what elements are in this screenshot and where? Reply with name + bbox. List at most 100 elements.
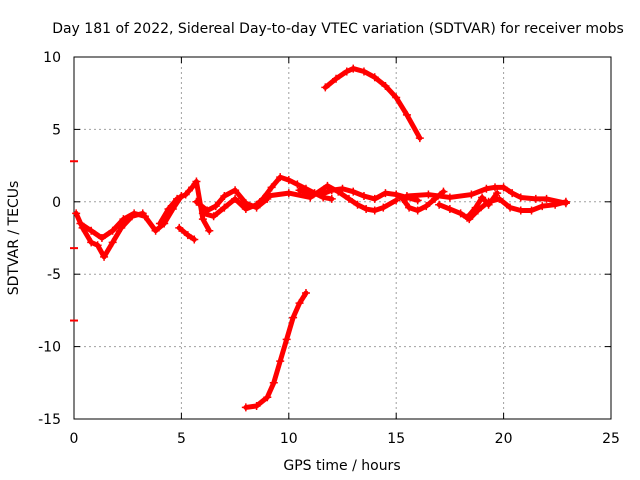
data-point xyxy=(173,194,182,203)
data-point xyxy=(263,393,272,402)
data-point xyxy=(415,134,424,143)
data-point xyxy=(413,206,422,215)
data-point xyxy=(491,183,500,192)
data-point xyxy=(269,378,278,387)
series-arc-center-a xyxy=(263,181,401,215)
data-point xyxy=(192,177,201,186)
series-arc-upper xyxy=(321,64,424,143)
data-point xyxy=(252,401,261,410)
x-tick-label: 20 xyxy=(495,431,513,447)
data-point xyxy=(276,173,285,182)
data-point xyxy=(306,189,315,198)
data-point xyxy=(211,202,220,211)
data-point xyxy=(293,180,302,189)
data-point xyxy=(284,189,293,198)
data-point xyxy=(87,226,96,235)
data-point xyxy=(435,200,444,209)
data-point xyxy=(220,203,229,212)
data-point xyxy=(495,194,504,203)
data-point xyxy=(76,219,85,228)
data-point xyxy=(542,194,551,203)
data-point xyxy=(97,234,106,242)
data-point xyxy=(445,193,454,202)
data-point xyxy=(538,202,547,211)
data-point xyxy=(332,74,341,83)
x-tick-labels: 0 5 10 15 20 25 xyxy=(70,431,620,447)
data-point xyxy=(327,194,336,203)
series-line xyxy=(243,290,309,410)
data-point xyxy=(561,197,570,206)
x-tick-label: 15 xyxy=(387,431,405,447)
data-point xyxy=(183,231,192,240)
data-point xyxy=(241,205,250,214)
data-point xyxy=(370,194,379,203)
data-point xyxy=(422,202,431,211)
data-point xyxy=(181,190,190,199)
data-point xyxy=(342,67,351,76)
data-point xyxy=(359,192,368,201)
data-point xyxy=(499,183,508,192)
data-point xyxy=(93,241,102,250)
data-point xyxy=(295,299,304,308)
data-point xyxy=(506,203,515,212)
data-point xyxy=(445,205,454,214)
data-point xyxy=(482,184,491,193)
y-tick-labels: -15 -10 -5 0 5 10 xyxy=(38,50,61,428)
data-point xyxy=(402,110,411,119)
data-point xyxy=(551,200,560,209)
data-point xyxy=(353,200,362,209)
data-point xyxy=(289,313,298,322)
data-point xyxy=(276,357,285,366)
y-tick-label: 0 xyxy=(52,195,61,211)
plot-frame xyxy=(73,56,612,420)
data-point xyxy=(531,194,540,203)
series-arc-lower xyxy=(241,289,310,412)
data-point xyxy=(424,190,433,199)
data-point xyxy=(108,226,117,235)
data-point xyxy=(362,205,371,214)
data-point xyxy=(463,213,472,222)
data-point xyxy=(190,235,199,244)
data-point xyxy=(231,194,240,203)
data-point xyxy=(130,209,139,218)
data-point xyxy=(321,83,330,92)
y-tick-label: -5 xyxy=(47,267,61,283)
data-point xyxy=(370,206,379,215)
data-point xyxy=(484,200,493,209)
data-point xyxy=(323,181,332,190)
data-point xyxy=(282,335,291,344)
data-point xyxy=(155,219,164,228)
data-point xyxy=(467,190,476,199)
data-point xyxy=(188,183,197,192)
data-point xyxy=(284,176,293,185)
x-tick-label: 0 xyxy=(70,431,79,447)
data-point xyxy=(263,192,272,201)
data-point xyxy=(119,215,128,224)
data-point xyxy=(456,209,465,218)
x-tick-label: 5 xyxy=(177,431,186,447)
data-point xyxy=(392,190,401,199)
data-point xyxy=(175,223,184,232)
data-point xyxy=(478,193,487,202)
data-point xyxy=(471,203,480,212)
data-point xyxy=(100,252,109,261)
data-point xyxy=(301,289,310,298)
data-point xyxy=(220,192,229,201)
data-point xyxy=(259,194,268,203)
data-point xyxy=(370,73,379,82)
edge-markers xyxy=(70,160,78,322)
y-tick-label: 10 xyxy=(43,50,61,66)
data-point xyxy=(398,194,407,203)
data-point xyxy=(379,203,388,212)
data-point xyxy=(392,93,401,102)
data-point xyxy=(108,238,117,247)
data-point xyxy=(402,192,411,201)
series-line xyxy=(322,66,423,141)
data-point xyxy=(516,206,525,215)
data-point xyxy=(164,205,173,214)
data-point xyxy=(198,209,207,218)
data-point xyxy=(151,226,160,235)
data-point xyxy=(381,81,390,90)
y-axis-label: SDTVAR / TECUs xyxy=(6,181,22,296)
data-point xyxy=(349,64,358,73)
